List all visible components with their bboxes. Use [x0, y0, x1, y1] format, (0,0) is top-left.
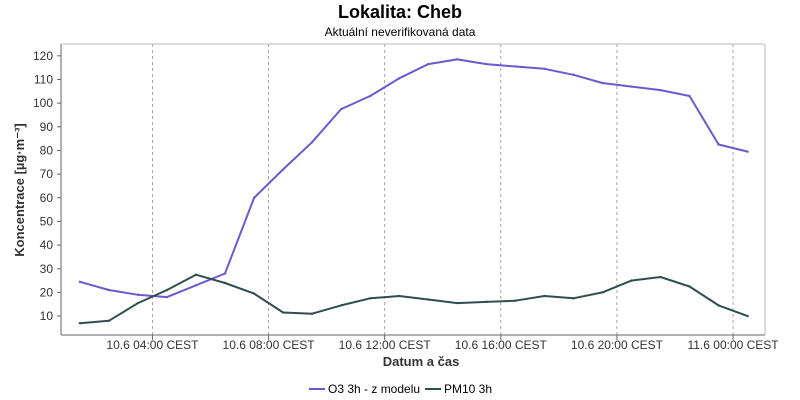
- data-point-pm10: [398, 294, 401, 298]
- series-lines: [78, 58, 749, 325]
- y-tick-label: 20: [40, 285, 54, 299]
- data-point-pm10: [630, 279, 633, 282]
- y-tick-label: 90: [40, 120, 54, 134]
- data-point-o3: [165, 295, 169, 299]
- y-tick-label: 70: [40, 167, 54, 181]
- data-point-pm10: [543, 294, 546, 298]
- data-point-o3: [223, 272, 227, 275]
- data-point-pm10: [310, 312, 314, 315]
- chart-subtitle: Aktuální neverifikovaná data: [324, 25, 476, 39]
- data-point-o3: [514, 65, 517, 68]
- chart-title: Lokalita: Cheb: [337, 2, 462, 22]
- data-point-pm10: [485, 300, 488, 304]
- data-point-o3: [368, 94, 372, 98]
- data-point-pm10: [252, 292, 256, 295]
- data-point-pm10: [281, 311, 285, 314]
- x-tick-label: 10.6 20:00 CEST: [571, 338, 664, 352]
- data-point-o3: [107, 288, 111, 292]
- grid: [61, 44, 765, 335]
- x-tick-label: 10.6 16:00 CEST: [455, 338, 548, 352]
- data-point-pm10: [601, 291, 604, 294]
- legend: O3 3h - z modelu PM10 3h: [309, 382, 492, 396]
- data-point-pm10: [78, 321, 82, 325]
- data-point-o3: [281, 168, 285, 171]
- data-point-o3: [630, 85, 633, 88]
- data-point-o3: [485, 62, 488, 66]
- y-axis-title: Koncentrace [µg·m⁻³]: [12, 123, 27, 257]
- plot-area: [61, 44, 765, 335]
- data-point-pm10: [514, 299, 517, 302]
- data-point-o3: [456, 58, 459, 61]
- x-tick-label: 10.6 08:00 CEST: [223, 338, 316, 352]
- y-tick-label: 50: [40, 214, 54, 228]
- data-point-o3: [398, 77, 401, 80]
- y-tick-label: 110: [34, 72, 53, 86]
- data-point-o3: [194, 284, 198, 287]
- axes: [57, 43, 766, 340]
- data-point-pm10: [427, 298, 430, 301]
- data-point-o3: [601, 81, 604, 85]
- y-tick-label: 40: [40, 238, 54, 252]
- x-tick-label: 10.6 04:00 CEST: [106, 338, 199, 352]
- data-point-o3: [746, 150, 749, 153]
- data-point-o3: [572, 73, 575, 76]
- data-point-pm10: [107, 319, 111, 323]
- data-point-o3: [339, 107, 343, 111]
- data-point-pm10: [717, 304, 720, 307]
- data-point-pm10: [456, 301, 459, 305]
- data-point-o3: [252, 196, 256, 199]
- legend-label-pm10: PM10 3h: [444, 382, 492, 396]
- data-point-pm10: [165, 288, 169, 292]
- data-point-pm10: [339, 304, 343, 307]
- data-point-pm10: [659, 275, 662, 279]
- data-point-pm10: [572, 297, 575, 300]
- data-point-o3: [543, 67, 546, 71]
- data-point-pm10: [746, 314, 749, 318]
- x-axis-title: Datum a čas: [383, 354, 460, 369]
- data-point-o3: [310, 140, 314, 144]
- data-point-o3: [427, 62, 430, 66]
- data-point-o3: [688, 94, 691, 98]
- y-tick-label: 80: [40, 143, 54, 157]
- data-point-pm10: [368, 297, 372, 300]
- series-line-pm10: [79, 273, 748, 325]
- x-tick-label: 11.6 00:00 CEST: [687, 338, 779, 352]
- y-tick-label: 30: [40, 262, 54, 276]
- series-line-o3: [79, 58, 748, 299]
- y-tick-label: 10: [40, 309, 54, 323]
- data-point-o3: [659, 88, 662, 92]
- data-point-pm10: [136, 301, 140, 305]
- legend-label-o3: O3 3h - z modelu: [328, 382, 420, 396]
- tick-labels: 10.6 04:00 CEST 10.6 08:00 CEST 10.6 12:00…: [33, 49, 779, 352]
- y-tick-label: 100: [33, 96, 53, 110]
- data-point-o3: [717, 143, 720, 146]
- x-tick-label: 10.6 12:00 CEST: [339, 338, 432, 352]
- data-point-pm10: [194, 273, 198, 276]
- data-point-pm10: [688, 285, 691, 288]
- data-point-pm10: [223, 281, 227, 285]
- data-point-o3: [78, 280, 82, 283]
- y-tick-label: 120: [33, 49, 53, 63]
- data-point-o3: [136, 293, 140, 296]
- y-tick-label: 60: [40, 191, 54, 205]
